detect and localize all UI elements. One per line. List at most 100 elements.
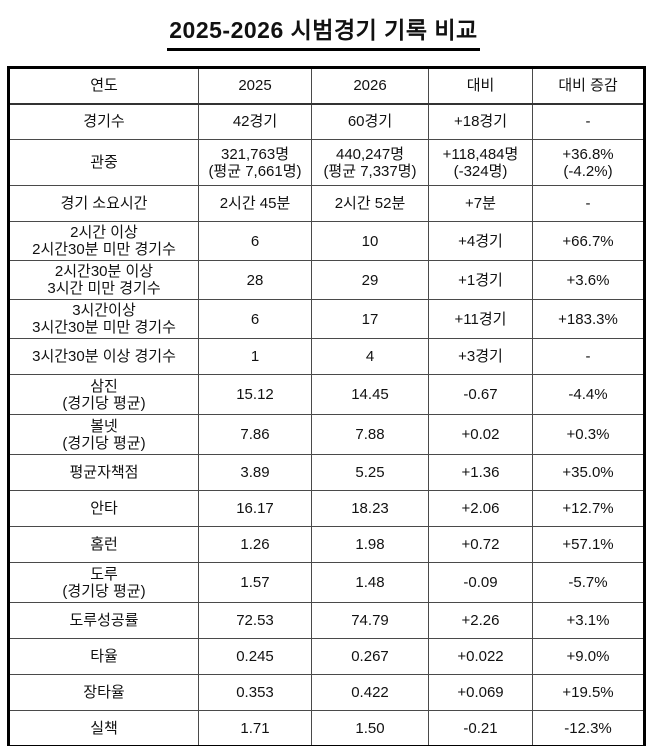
value-2026-cell: 14.45 (311, 374, 429, 415)
row-label-cell: 타율 (8, 638, 199, 675)
column-header-2025: 2025 (198, 67, 312, 105)
column-header-year: 연도 (8, 67, 199, 105)
diff-pct-cell: +183.3% (532, 299, 645, 339)
value-2025-cell: 28 (198, 260, 312, 300)
diff-pct-cell: +35.0% (532, 454, 645, 491)
diff-pct-cell: +66.7% (532, 221, 645, 261)
diff-pct-cell: +9.0% (532, 638, 645, 675)
value-2025-cell: 321,763명 (평균 7,661명) (198, 139, 312, 186)
table-row: 도루성공률 72.53 74.79 +2.26 +3.1% (8, 602, 645, 639)
value-2026-cell: 440,247명 (평균 7,337명) (311, 139, 429, 186)
diff-pct-cell: +19.5% (532, 674, 645, 711)
table-row: 경기 소요시간 2시간 45분 2시간 52분 +7분 - (8, 185, 645, 222)
diff-cell: +0.72 (428, 526, 533, 563)
value-2026-cell: 0.267 (311, 638, 429, 675)
value-2026-cell: 29 (311, 260, 429, 300)
column-header-diff-pct: 대비 증감 (532, 67, 645, 105)
title-wrap: 2025-2026 시범경기 기록 비교 (0, 11, 647, 51)
page: 2025-2026 시범경기 기록 비교 연도 2025 2026 대비 대비 … (0, 11, 647, 746)
diff-pct-cell: -4.4% (532, 374, 645, 415)
value-2026-cell: 2시간 52분 (311, 185, 429, 222)
row-label-cell: 2시간30분 이상 3시간 미만 경기수 (8, 260, 199, 300)
header-row: 연도 2025 2026 대비 대비 증감 (8, 67, 645, 105)
diff-cell: +1.36 (428, 454, 533, 491)
row-label-cell: 장타율 (8, 674, 199, 711)
table-row: 타율 0.245 0.267 +0.022 +9.0% (8, 638, 645, 675)
value-2026-cell: 1.48 (311, 562, 429, 603)
diff-cell: +0.022 (428, 638, 533, 675)
column-header-2026: 2026 (311, 67, 429, 105)
table-row: 3시간이상 3시간30분 미만 경기수 6 17 +11경기 +183.3% (8, 299, 645, 339)
value-2025-cell: 72.53 (198, 602, 312, 639)
value-2026-cell: 1.50 (311, 710, 429, 746)
value-2025-cell: 1.71 (198, 710, 312, 746)
diff-pct-cell: +57.1% (532, 526, 645, 563)
table-row: 삼진 (경기당 평균) 15.12 14.45 -0.67 -4.4% (8, 374, 645, 415)
value-2025-cell: 1 (198, 338, 312, 375)
diff-pct-cell: +12.7% (532, 490, 645, 527)
column-header-diff: 대비 (428, 67, 533, 105)
value-2026-cell: 1.98 (311, 526, 429, 563)
diff-cell: +3경기 (428, 338, 533, 375)
diff-cell: +4경기 (428, 221, 533, 261)
diff-cell: +2.26 (428, 602, 533, 639)
diff-cell: -0.09 (428, 562, 533, 603)
table-row: 평균자책점 3.89 5.25 +1.36 +35.0% (8, 454, 645, 491)
diff-pct-cell: +0.3% (532, 414, 645, 455)
diff-pct-cell: +36.8% (-4.2%) (532, 139, 645, 186)
row-label-cell: 안타 (8, 490, 199, 527)
diff-cell: +11경기 (428, 299, 533, 339)
row-label-cell: 볼넷 (경기당 평균) (8, 414, 199, 455)
value-2025-cell: 1.26 (198, 526, 312, 563)
row-label-cell: 실책 (8, 710, 199, 746)
table-row: 관중 321,763명 (평균 7,661명) 440,247명 (평균 7,337… (8, 139, 645, 186)
diff-pct-cell: - (532, 103, 645, 140)
value-2025-cell: 6 (198, 299, 312, 339)
diff-cell: +0.02 (428, 414, 533, 455)
row-label-cell: 도루 (경기당 평균) (8, 562, 199, 603)
table-row: 경기수 42경기 60경기 +18경기 - (8, 103, 645, 140)
diff-cell: -0.21 (428, 710, 533, 746)
diff-pct-cell: - (532, 338, 645, 375)
value-2025-cell: 7.86 (198, 414, 312, 455)
value-2025-cell: 42경기 (198, 103, 312, 140)
value-2026-cell: 10 (311, 221, 429, 261)
diff-cell: -0.67 (428, 374, 533, 415)
table-row: 볼넷 (경기당 평균) 7.86 7.88 +0.02 +0.3% (8, 414, 645, 455)
row-label-cell: 삼진 (경기당 평균) (8, 374, 199, 415)
value-2026-cell: 74.79 (311, 602, 429, 639)
row-label-cell: 경기수 (8, 103, 199, 140)
diff-pct-cell: - (532, 185, 645, 222)
row-label-cell: 홈런 (8, 526, 199, 563)
row-label-cell: 도루성공률 (8, 602, 199, 639)
table-row: 3시간30분 이상 경기수 1 4 +3경기 - (8, 338, 645, 375)
value-2025-cell: 15.12 (198, 374, 312, 415)
value-2025-cell: 1.57 (198, 562, 312, 603)
value-2025-cell: 2시간 45분 (198, 185, 312, 222)
diff-pct-cell: -5.7% (532, 562, 645, 603)
table-row: 장타율 0.353 0.422 +0.069 +19.5% (8, 674, 645, 711)
value-2026-cell: 0.422 (311, 674, 429, 711)
value-2026-cell: 7.88 (311, 414, 429, 455)
row-label-cell: 3시간이상 3시간30분 미만 경기수 (8, 299, 199, 339)
diff-cell: +118,484명 (-324명) (428, 139, 533, 186)
diff-cell: +7분 (428, 185, 533, 222)
row-label-cell: 관중 (8, 139, 199, 186)
value-2026-cell: 60경기 (311, 103, 429, 140)
table-body: 경기수 42경기 60경기 +18경기 - 관중 321,763명 (평균 7,661명) 4… (8, 103, 645, 746)
comparison-table: 연도 2025 2026 대비 대비 증감 경기수 42경기 60경기 +18경기 - 관… (7, 66, 646, 746)
page-title: 2025-2026 시범경기 기록 비교 (167, 11, 480, 51)
table-row: 2시간 이상 2시간30분 미만 경기수 6 10 +4경기 +66.7% (8, 221, 645, 261)
diff-pct-cell: +3.1% (532, 602, 645, 639)
row-label-cell: 2시간 이상 2시간30분 미만 경기수 (8, 221, 199, 261)
table-row: 홈런 1.26 1.98 +0.72 +57.1% (8, 526, 645, 563)
value-2025-cell: 16.17 (198, 490, 312, 527)
value-2025-cell: 0.353 (198, 674, 312, 711)
diff-pct-cell: -12.3% (532, 710, 645, 746)
diff-cell: +18경기 (428, 103, 533, 140)
diff-pct-cell: +3.6% (532, 260, 645, 300)
value-2025-cell: 6 (198, 221, 312, 261)
row-label-cell: 평균자책점 (8, 454, 199, 491)
table-row: 안타 16.17 18.23 +2.06 +12.7% (8, 490, 645, 527)
row-label-cell: 경기 소요시간 (8, 185, 199, 222)
